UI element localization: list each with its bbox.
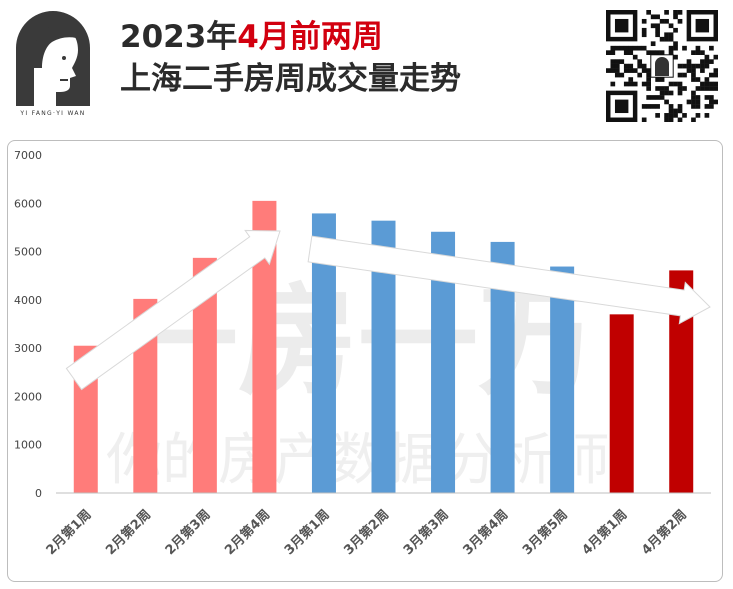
page-title: 2023年4月前两周 上海二手房周成交量走势 xyxy=(120,18,461,98)
title-line-2: 上海二手房周成交量走势 xyxy=(120,61,461,97)
y-tick-label: 3000 xyxy=(14,342,42,355)
x-tick-label: 3月第2周 xyxy=(341,507,393,559)
qr-code-icon xyxy=(606,10,719,123)
y-tick-label: 7000 xyxy=(14,149,42,162)
y-tick-label: 6000 xyxy=(14,197,42,210)
x-tick-label: 3月第4周 xyxy=(460,507,512,559)
x-tick-label: 2月第3周 xyxy=(162,507,214,559)
y-tick-label: 1000 xyxy=(14,439,42,452)
x-tick-label: 3月第5周 xyxy=(519,507,571,559)
bar-chart: 一房一万你的房产数据分析师010002000300040005000600070… xyxy=(14,149,711,559)
watermark-line-2: 你的房产数据分析师 xyxy=(106,428,610,493)
x-tick-label: 2月第1周 xyxy=(43,507,95,559)
y-tick-label: 4000 xyxy=(14,294,42,307)
chart-panel: 一房一万 你的房产数据分析师 0 1000 2000 3000 4000 5000 6000 70… xyxy=(7,140,723,582)
x-tick-label: 2月第2周 xyxy=(102,507,154,559)
bar xyxy=(550,266,575,493)
brand-logo: YI FANG·YI WAN xyxy=(12,6,94,122)
y-tick-label: 0 xyxy=(35,487,42,500)
x-tick-label: 3月第1周 xyxy=(281,507,333,559)
trend-up-arrow-icon xyxy=(65,229,281,391)
x-tick-label: 3月第3周 xyxy=(400,507,452,559)
logo-icon xyxy=(16,11,90,107)
trend-down-arrow-icon xyxy=(307,235,711,325)
logo-caption: YI FANG·YI WAN xyxy=(20,110,86,117)
x-tick-label: 2月第4周 xyxy=(222,507,274,559)
bar xyxy=(609,314,634,493)
title-year: 2023年 xyxy=(120,19,238,55)
x-tick-label: 4月第2周 xyxy=(638,507,690,559)
y-tick-label: 5000 xyxy=(14,246,42,259)
x-tick-label: 4月第1周 xyxy=(579,507,631,559)
y-tick-label: 2000 xyxy=(14,390,42,403)
title-highlight: 4月前两周 xyxy=(237,19,383,55)
title-line-1: 2023年4月前两周 xyxy=(120,18,461,56)
